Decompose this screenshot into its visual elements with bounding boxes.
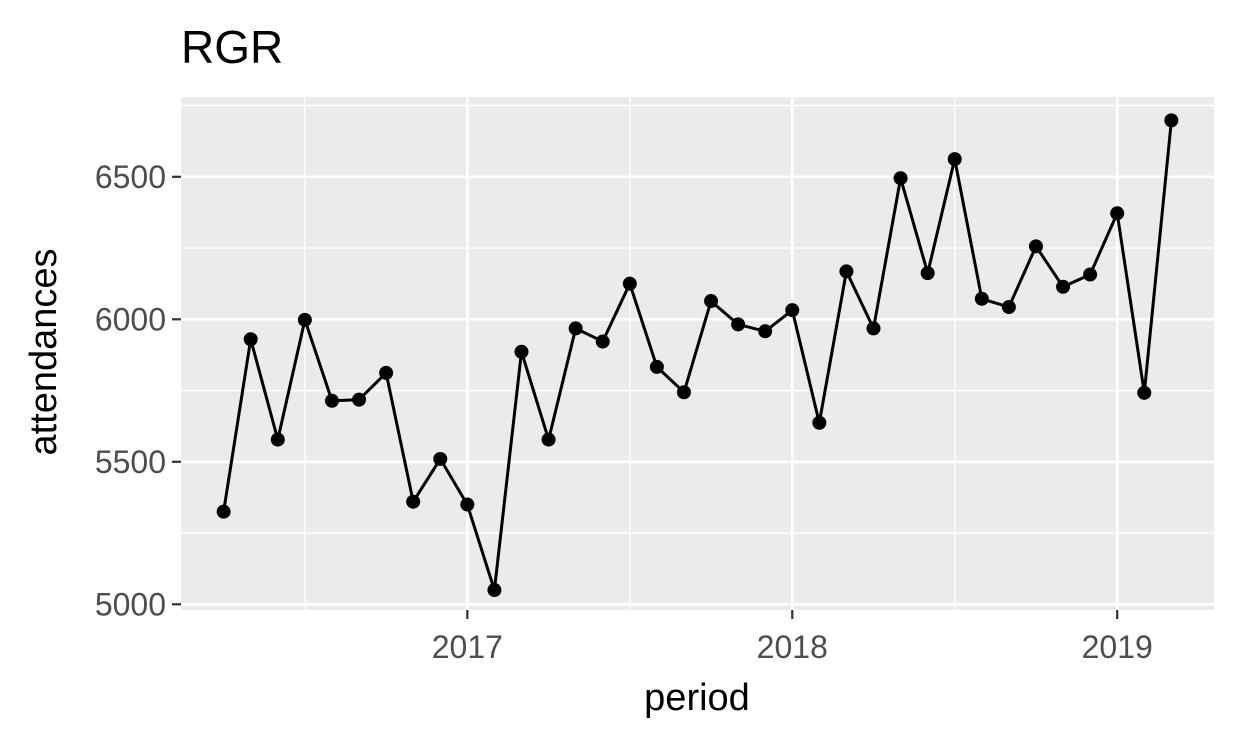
data-point: [1028, 239, 1043, 254]
data-point: [1110, 206, 1125, 221]
x-axis: 2017 2018 2019: [432, 610, 1153, 665]
data-point: [379, 365, 394, 380]
data-point: [947, 152, 962, 167]
x-tick-label: 2019: [1082, 629, 1153, 665]
data-point: [297, 312, 312, 327]
data-point: [541, 432, 556, 447]
data-point: [270, 432, 285, 447]
data-point: [1001, 300, 1016, 315]
data-point: [866, 321, 881, 336]
major-gridlines: [181, 97, 1214, 610]
data-point: [1137, 385, 1152, 400]
plot-panel: [181, 97, 1214, 610]
data-point: [839, 264, 854, 279]
y-tick-label: 6500: [95, 159, 166, 195]
data-point: [812, 415, 827, 430]
minor-gridlines: [181, 97, 1214, 610]
chart-title: RGR: [181, 21, 283, 73]
data-point: [568, 321, 583, 336]
y-tick-label: 6000: [95, 301, 166, 337]
data-point: [649, 359, 664, 374]
data-point: [406, 494, 421, 509]
data-point: [433, 451, 448, 466]
x-tick-label: 2017: [432, 629, 503, 665]
data-point: [352, 392, 367, 407]
y-axis-title: attendances: [23, 248, 65, 455]
y-tick-label: 5000: [95, 586, 166, 622]
data-point: [731, 317, 746, 332]
data-point: [920, 266, 935, 281]
data-point: [893, 171, 908, 186]
data-point: [676, 385, 691, 400]
data-point: [704, 294, 719, 309]
data-point: [1056, 279, 1071, 294]
data-point: [785, 303, 800, 318]
data-point: [1164, 113, 1179, 128]
x-axis-title: period: [644, 677, 750, 719]
data-point: [460, 497, 475, 512]
y-tick-label: 5500: [95, 444, 166, 480]
y-axis: 5000 5500 6000 6500: [95, 159, 181, 622]
data-point: [1083, 267, 1098, 282]
data-point: [595, 334, 610, 349]
data-point: [622, 276, 637, 291]
data-point: [514, 344, 529, 359]
data-point: [487, 583, 502, 598]
data-points: [216, 113, 1179, 598]
data-point: [216, 504, 231, 519]
data-point: [243, 332, 258, 347]
data-point: [758, 324, 773, 339]
data-point: [974, 291, 989, 306]
data-point: [324, 393, 339, 408]
x-tick-label: 2018: [757, 629, 828, 665]
